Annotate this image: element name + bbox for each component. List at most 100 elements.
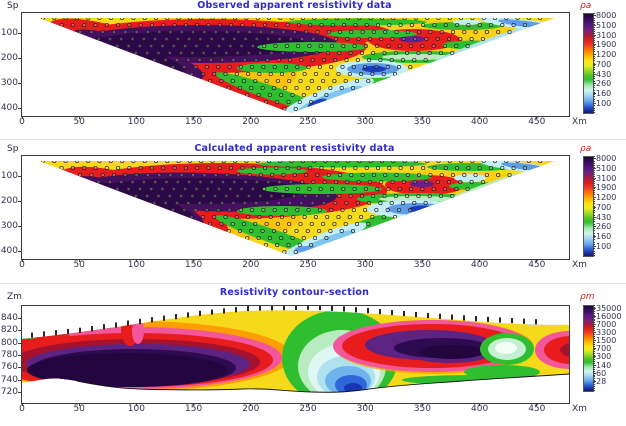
sample-marker	[318, 186, 323, 192]
colorbar-minor-tick	[593, 42, 595, 44]
sample-marker	[74, 18, 79, 21]
electrode-tick	[127, 320, 129, 326]
colorbar-tick-mark	[593, 324, 596, 326]
sample-marker	[428, 29, 433, 35]
x-tick-label: 200	[242, 404, 260, 414]
sample-marker	[309, 99, 314, 105]
colorbar-minor-tick	[593, 60, 595, 62]
sample-marker	[330, 22, 335, 28]
sample-marker	[318, 43, 323, 49]
sample-marker	[246, 50, 251, 56]
colorbar-tick-label: 35000	[596, 304, 622, 313]
sample-marker	[197, 57, 202, 63]
sample-marker	[469, 179, 474, 185]
sample-marker	[389, 200, 394, 206]
x-tick-label: 100	[127, 117, 145, 127]
sample-marker	[209, 179, 214, 185]
x-tick-mark	[364, 116, 366, 119]
sample-marker	[515, 18, 520, 21]
sample-marker	[371, 172, 376, 178]
sample-marker	[458, 36, 463, 42]
sample-marker	[232, 179, 237, 185]
colorbar-minor-tick	[593, 69, 595, 71]
sample-marker	[245, 235, 250, 241]
sample-marker	[216, 186, 222, 192]
sample-marker	[179, 172, 184, 178]
sample-marker	[291, 71, 296, 77]
sample-marker	[504, 18, 509, 21]
sample-marker	[392, 71, 398, 77]
electrode-tick	[31, 332, 33, 338]
electrode-tick	[55, 330, 57, 336]
sample-marker	[89, 29, 94, 35]
sample-marker	[168, 172, 173, 178]
sample-marker	[375, 165, 381, 171]
colorbar-minor-tick	[593, 94, 595, 95]
sample-marker	[224, 29, 230, 35]
sample-marker	[375, 22, 381, 28]
x-tick-mark	[536, 259, 538, 262]
colorbar-tick-label: 700	[596, 344, 612, 354]
colorbar-minor-tick	[593, 248, 595, 250]
colorbar-minor-tick	[593, 374, 595, 376]
sample-marker	[311, 179, 316, 185]
colorbar-tick-mark	[593, 15, 596, 16]
colorbar-unit-label: ρa	[580, 144, 592, 154]
sample-marker	[183, 165, 188, 171]
colorbar-tick-label: 140	[596, 360, 612, 370]
sample-marker	[317, 64, 322, 70]
sample-marker	[157, 172, 162, 178]
sample-marker	[131, 18, 136, 21]
sample-marker	[187, 36, 192, 42]
sample-marker	[303, 193, 308, 199]
sample-marker	[325, 193, 331, 199]
sample-marker	[70, 165, 75, 171]
sample-marker	[242, 57, 247, 63]
sample-marker	[189, 71, 194, 77]
colorbar-minor-tick	[593, 31, 595, 32]
colorbar-minor-tick	[593, 207, 595, 209]
colorbar-minor-tick	[593, 160, 595, 162]
sample-marker	[236, 172, 241, 178]
sample-marker	[281, 29, 286, 35]
sample-marker	[349, 29, 354, 35]
sample-marker	[255, 18, 260, 21]
sample-marker	[317, 207, 322, 213]
sample-marker	[115, 43, 120, 49]
sample-marker	[269, 193, 274, 199]
sample-marker	[104, 22, 109, 28]
sample-marker	[213, 172, 218, 178]
sample-marker	[273, 43, 278, 49]
sample-marker	[526, 18, 531, 21]
sample-marker	[337, 50, 342, 56]
sample-marker	[378, 200, 383, 206]
sample-marker	[409, 186, 414, 192]
colorbar-tick-label: 5100	[596, 20, 617, 30]
x-tick-mark	[78, 116, 80, 119]
sample-marker	[413, 161, 418, 164]
colorbar-minor-tick	[593, 156, 595, 157]
colorbar-minor-tick	[593, 53, 595, 55]
sample-marker	[245, 92, 250, 98]
sample-marker	[295, 64, 300, 70]
sample-marker	[265, 200, 270, 206]
sample-marker	[454, 43, 459, 49]
sample-marker	[405, 50, 410, 56]
x-tick-label: 150	[185, 117, 203, 127]
sample-marker	[100, 172, 105, 178]
colorbar-minor-tick	[593, 198, 595, 200]
sample-marker	[236, 29, 241, 35]
sample-marker	[305, 85, 310, 91]
sample-marker	[446, 179, 452, 185]
x-tick-mark	[479, 116, 481, 119]
colorbar-minor-tick	[593, 192, 595, 193]
sample-marker	[292, 193, 297, 199]
sample-marker	[107, 36, 113, 42]
sample-marker	[417, 172, 422, 178]
sample-marker	[183, 22, 188, 28]
sample-marker	[86, 161, 91, 164]
sample-marker	[325, 214, 330, 220]
colorbar-tick-label: 700	[596, 202, 612, 212]
sample-marker	[119, 36, 124, 42]
